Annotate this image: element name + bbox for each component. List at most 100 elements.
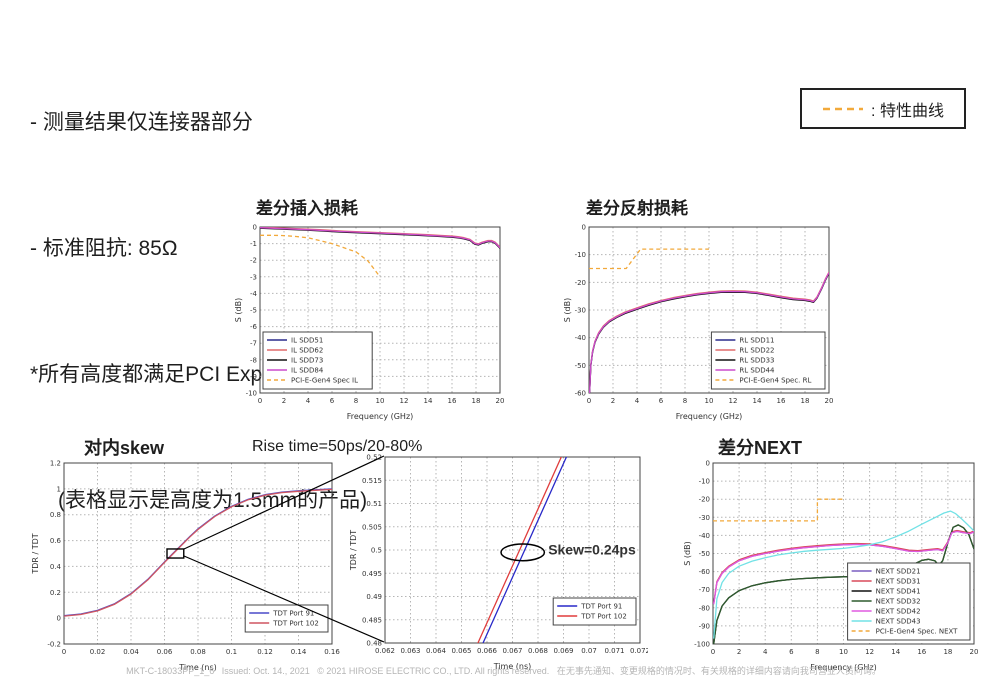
svg-text:S (dB): S (dB) [234, 298, 243, 322]
svg-text:0.49: 0.49 [366, 593, 382, 601]
svg-text:6: 6 [789, 648, 794, 656]
svg-text:20: 20 [970, 648, 979, 656]
svg-text:0.08: 0.08 [190, 648, 206, 656]
svg-text:-2: -2 [250, 257, 257, 265]
svg-text:18: 18 [472, 397, 481, 405]
svg-text:0.6: 0.6 [50, 537, 62, 545]
svg-text:0: 0 [258, 397, 262, 405]
svg-text:0.5: 0.5 [371, 547, 382, 555]
svg-text:6: 6 [659, 397, 664, 405]
skew-chart: 0 0.02 0.04 0.06 0.08 0.1 0.12 0.14 0.16 -0.2 0 0.2… [30, 458, 340, 673]
svg-text:14: 14 [753, 397, 762, 405]
next-plot: 0 2 4 6 8 10 12 14 16 18 20 0 -10 -20 -30 -40 -50 -60 -70 -… [683, 460, 979, 673]
svg-text:-5: -5 [250, 307, 257, 315]
svg-text:0.485: 0.485 [362, 616, 382, 624]
svg-text:-3: -3 [250, 273, 257, 281]
svg-text:0.2: 0.2 [50, 589, 61, 597]
svg-text:PCI-E-Gen4 Spec. RL: PCI-E-Gen4 Spec. RL [739, 377, 811, 385]
svg-text:S (dB): S (dB) [683, 541, 692, 565]
svg-text:10: 10 [705, 397, 714, 405]
svg-text:Frequency (GHz): Frequency (GHz) [676, 412, 743, 421]
svg-text:-70: -70 [699, 586, 710, 594]
svg-text:12: 12 [865, 648, 874, 656]
svg-text:-50: -50 [575, 362, 586, 370]
svg-text:16: 16 [777, 397, 786, 405]
svg-text:0.495: 0.495 [362, 570, 382, 578]
svg-text:-6: -6 [250, 323, 258, 331]
svg-text:0.067: 0.067 [502, 647, 522, 655]
svg-text:0.066: 0.066 [477, 647, 498, 655]
dashed-line-icon [823, 107, 864, 110]
svg-text:-50: -50 [699, 550, 710, 558]
svg-text:Frequency (GHz): Frequency (GHz) [347, 412, 414, 421]
svg-text:0.063: 0.063 [400, 647, 420, 655]
svg-text:TDR / TDT: TDR / TDT [31, 533, 40, 574]
svg-text:0.072: 0.072 [630, 647, 648, 655]
svg-text:-100: -100 [694, 641, 710, 649]
svg-text:-4: -4 [250, 290, 258, 298]
note-line: - 测量结果仅连接器部分 [30, 111, 253, 134]
svg-text:RL SDD11: RL SDD11 [739, 337, 774, 345]
svg-text:0.02: 0.02 [90, 648, 106, 656]
svg-text:0: 0 [57, 615, 61, 623]
svg-text:4: 4 [635, 397, 640, 405]
svg-text:0.068: 0.068 [528, 647, 548, 655]
svg-text:8: 8 [683, 397, 687, 405]
svg-text:IL SDD51: IL SDD51 [291, 337, 323, 345]
svg-text:Frequency (GHz): Frequency (GHz) [810, 663, 877, 672]
skew-zoom-chart: 0.062 0.063 0.064 0.065 0.066 0.067 0.068 0.069… [348, 452, 650, 672]
note-line: - 标准阻抗: 85Ω [30, 237, 178, 260]
svg-text:14: 14 [891, 648, 900, 656]
rise-time-note: Rise time=50ps/20-80% [252, 438, 423, 455]
svg-text:8: 8 [354, 397, 358, 405]
svg-text:2: 2 [282, 397, 286, 405]
insertion-loss-title: 差分插入损耗 [256, 199, 358, 218]
svg-text:0: 0 [711, 648, 715, 656]
svg-text:NEXT SDD32: NEXT SDD32 [876, 598, 921, 606]
svg-text:0: 0 [582, 224, 586, 232]
svg-text:2: 2 [737, 648, 741, 656]
skew-title: 对内skew [84, 438, 165, 458]
svg-text:16: 16 [917, 648, 926, 656]
svg-text:RL SDD22: RL SDD22 [739, 347, 774, 355]
svg-text:PCI-E-Gen4 Spec IL: PCI-E-Gen4 Spec IL [291, 377, 358, 385]
svg-text:TDT Port 102: TDT Port 102 [272, 620, 319, 628]
svg-text:-9: -9 [250, 373, 257, 381]
svg-text:TDT Port 91: TDT Port 91 [272, 610, 314, 618]
svg-text:RL SDD44: RL SDD44 [739, 367, 775, 375]
svg-text:NEXT SDD31: NEXT SDD31 [876, 578, 921, 586]
svg-text:-1: -1 [250, 240, 257, 248]
svg-text:4: 4 [306, 397, 311, 405]
skew-main-plot: 0 0.02 0.04 0.06 0.08 0.1 0.12 0.14 0.16-0.200.2… [31, 460, 340, 673]
svg-text:0.064: 0.064 [426, 647, 447, 655]
svg-text:-90: -90 [699, 622, 710, 630]
svg-text:0.16: 0.16 [324, 648, 340, 656]
skew-zoom-plot: 0.062 0.063 0.064 0.065 0.066 0.067 0.068 0.069… [349, 454, 650, 672]
svg-text:0.14: 0.14 [291, 648, 307, 656]
svg-text:IL SDD73: IL SDD73 [291, 357, 323, 365]
svg-text:0.06: 0.06 [157, 648, 173, 656]
return-loss-plot: 0 2 4 6 8 10 12 14 16 18 20 0 -10 -20 -30 -40 -50 -60 Freq… [563, 224, 833, 422]
svg-text:10: 10 [376, 397, 385, 405]
insertion-loss-chart: 0 2 4 6 8 10 12 14 16 18 20 0 -1 -2 -3 -4 -5 -6 -7 -8 -9 -10 F… [233, 222, 508, 422]
svg-text:-0.2: -0.2 [47, 641, 61, 649]
svg-text:8: 8 [815, 648, 819, 656]
svg-text:-10: -10 [575, 251, 586, 259]
svg-text:TDT Port 91: TDT Port 91 [580, 603, 622, 611]
svg-text:0.069: 0.069 [553, 647, 573, 655]
svg-text:0.071: 0.071 [604, 647, 624, 655]
svg-text:NEXT SDD21: NEXT SDD21 [876, 568, 921, 576]
svg-text:10: 10 [839, 648, 848, 656]
svg-text:-30: -30 [575, 307, 586, 315]
svg-text:NEXT SDD42: NEXT SDD42 [876, 608, 921, 616]
svg-text:0.505: 0.505 [362, 523, 382, 531]
return-loss-chart: 0 2 4 6 8 10 12 14 16 18 20 0 -10 -20 -30 -40 -50 -60 Freq… [562, 222, 837, 422]
svg-text:14: 14 [424, 397, 433, 405]
spec-curve-legend: : 特性曲线 [800, 88, 966, 129]
svg-text:1: 1 [57, 485, 61, 493]
svg-text:0.065: 0.065 [451, 647, 471, 655]
svg-text:6: 6 [330, 397, 335, 405]
svg-text:4: 4 [763, 648, 768, 656]
svg-text:0.52: 0.52 [366, 454, 382, 462]
svg-text:-10: -10 [246, 390, 257, 398]
